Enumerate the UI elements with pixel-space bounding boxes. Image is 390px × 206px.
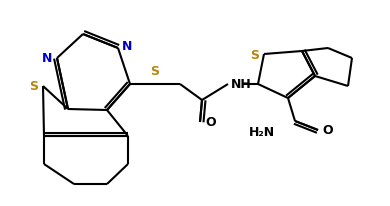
Text: H₂N: H₂N — [249, 126, 275, 139]
Text: S: S — [151, 65, 160, 78]
Text: N: N — [122, 39, 132, 52]
Text: O: O — [322, 124, 333, 137]
Text: S: S — [250, 49, 259, 62]
Text: O: O — [205, 116, 216, 129]
Text: NH: NH — [231, 77, 252, 90]
Text: S: S — [29, 80, 38, 93]
Text: N: N — [42, 51, 52, 64]
